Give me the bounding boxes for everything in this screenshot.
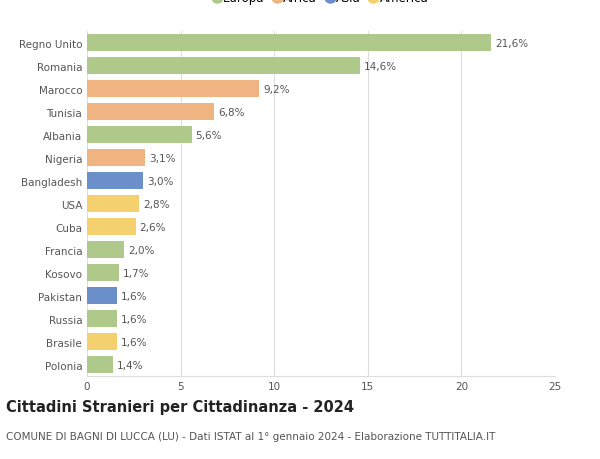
Bar bbox=[87, 81, 259, 98]
Bar bbox=[87, 265, 119, 281]
Bar bbox=[87, 242, 124, 258]
Bar bbox=[87, 127, 192, 144]
Bar bbox=[87, 334, 117, 350]
Bar bbox=[87, 104, 214, 121]
Text: 2,6%: 2,6% bbox=[139, 222, 166, 232]
Text: 1,6%: 1,6% bbox=[121, 314, 147, 324]
Text: 1,6%: 1,6% bbox=[121, 337, 147, 347]
Bar bbox=[87, 357, 113, 373]
Bar bbox=[87, 288, 117, 304]
Text: 1,7%: 1,7% bbox=[122, 268, 149, 278]
Text: 14,6%: 14,6% bbox=[364, 62, 397, 72]
Text: 21,6%: 21,6% bbox=[495, 39, 528, 49]
Legend: Europa, Africa, Asia, America: Europa, Africa, Asia, America bbox=[211, 0, 431, 7]
Text: 2,0%: 2,0% bbox=[128, 245, 155, 255]
Bar bbox=[87, 196, 139, 213]
Text: 9,2%: 9,2% bbox=[263, 84, 289, 95]
Bar bbox=[87, 35, 491, 52]
Text: 6,8%: 6,8% bbox=[218, 107, 245, 118]
Bar bbox=[87, 150, 145, 167]
Text: 1,4%: 1,4% bbox=[117, 360, 143, 370]
Text: COMUNE DI BAGNI DI LUCCA (LU) - Dati ISTAT al 1° gennaio 2024 - Elaborazione TUT: COMUNE DI BAGNI DI LUCCA (LU) - Dati IST… bbox=[6, 431, 496, 442]
Bar bbox=[87, 311, 117, 327]
Text: 3,1%: 3,1% bbox=[149, 153, 175, 163]
Text: 2,8%: 2,8% bbox=[143, 199, 170, 209]
Bar bbox=[87, 173, 143, 190]
Text: 1,6%: 1,6% bbox=[121, 291, 147, 301]
Bar bbox=[87, 219, 136, 235]
Text: 5,6%: 5,6% bbox=[196, 130, 222, 140]
Text: Cittadini Stranieri per Cittadinanza - 2024: Cittadini Stranieri per Cittadinanza - 2… bbox=[6, 399, 354, 414]
Bar bbox=[87, 58, 361, 75]
Text: 3,0%: 3,0% bbox=[147, 176, 173, 186]
